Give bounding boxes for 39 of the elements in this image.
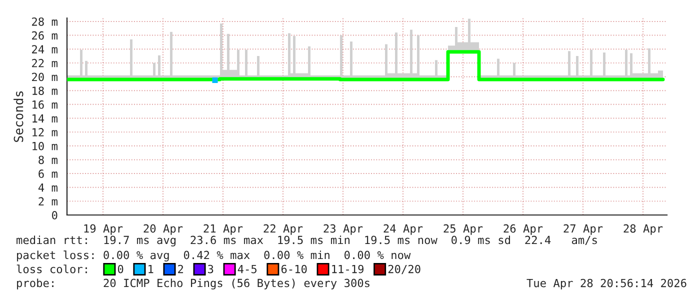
y-tick-label: 6 m — [38, 170, 58, 178]
text: Tue Apr 28 20:56:14 2026 — [526, 278, 686, 290]
y-tick-label: 28 m — [32, 17, 58, 26]
y-axis-title: Seconds — [14, 91, 24, 142]
x-tick-label: 19 Apr — [84, 224, 123, 235]
y-tick-label: 0 — [52, 211, 58, 220]
y-tick-label: 26 m — [32, 31, 58, 40]
y-tick-label: 24 m — [32, 45, 58, 54]
y-tick-label: 4 m — [38, 184, 58, 192]
y-tick-label: 2 m — [38, 197, 58, 206]
legend-label: 20/20 — [388, 264, 420, 274]
text: probe: 20 ICMP Echo Pings (56 Bytes) every 300s — [17, 278, 370, 290]
x-tick-label: 27 Apr — [564, 224, 603, 235]
y-tick-label: 16 m — [32, 100, 58, 109]
legend-label: 2 — [178, 264, 184, 274]
x-tick-label: 23 Apr — [324, 224, 363, 235]
y-tick-label: 18 m — [32, 86, 58, 95]
x-tick-label: 22 Apr — [264, 224, 303, 235]
y-tick-label: 14 m — [32, 114, 58, 122]
legend-label: 11-19 — [332, 264, 364, 274]
x-tick-label: 21 Apr — [204, 224, 243, 235]
x-tick-label: 26 Apr — [504, 224, 543, 235]
legend-title: loss color: — [16, 264, 87, 274]
x-tick-label: 25 Apr — [444, 224, 483, 235]
x-tick-label: 24 Apr — [384, 224, 423, 235]
y-tick-label: 10 m — [32, 142, 58, 150]
text: packet loss: 0.00 % avg 0.42 % max 0.00 % min 0.00 % now — [17, 250, 411, 262]
y-tick-label: 20 m — [32, 72, 58, 82]
legend-label: 4-5 — [238, 264, 256, 274]
legend-label: 6-10 — [281, 264, 307, 274]
x-tick-label: 28 Apr — [624, 224, 663, 235]
y-tick-label: 8 m — [38, 156, 58, 164]
text: median rtt: 19.7 ms avg 23.6 ms max 19.5 ms min 19.5 ms now 0.9 ms sd 22.4 am/s — [16, 236, 597, 246]
legend-label: 0 — [118, 264, 124, 274]
legend-label: 3 — [208, 264, 214, 274]
x-tick-label: 20 Apr — [144, 224, 183, 235]
y-tick-label: 12 m — [32, 128, 58, 136]
y-tick-label: 22 m — [32, 58, 58, 68]
legend-label: 1 — [148, 264, 154, 274]
